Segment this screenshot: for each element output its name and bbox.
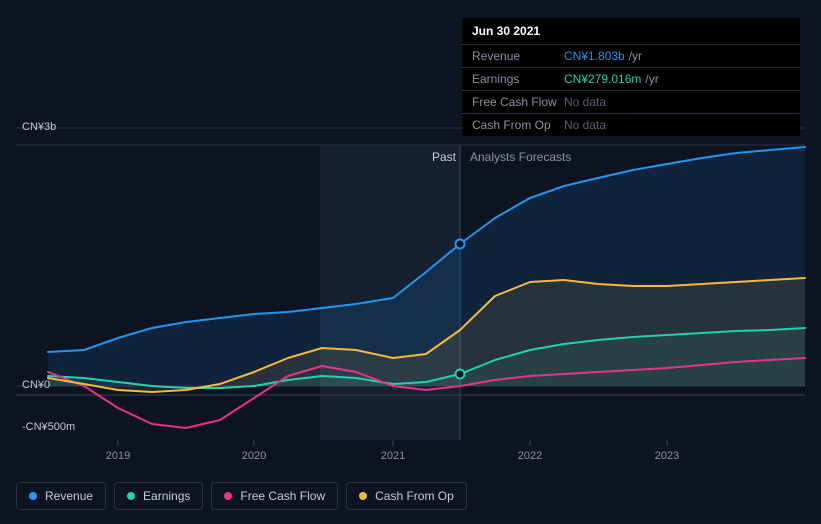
legend-item-earnings[interactable]: Earnings	[114, 482, 203, 510]
forecast-label: Analysts Forecasts	[470, 150, 571, 164]
legend-item-fcf[interactable]: Free Cash Flow	[211, 482, 338, 510]
tooltip-row-label: Free Cash Flow	[472, 95, 564, 109]
tooltip-date: Jun 30 2021	[462, 18, 800, 45]
x-axis-label: 2023	[655, 450, 679, 462]
tooltip-row-value: No data	[564, 95, 606, 109]
legend-dot-icon	[29, 492, 37, 500]
tooltip-row-unit: /yr	[645, 72, 658, 86]
x-axis-label: 2021	[381, 450, 405, 462]
legend-dot-icon	[224, 492, 232, 500]
tooltip-row-value: CN¥279.016m	[564, 72, 641, 86]
tooltip-row-label: Cash From Op	[472, 118, 564, 132]
legend-dot-icon	[359, 492, 367, 500]
tooltip-row-value: No data	[564, 118, 606, 132]
legend-dot-icon	[127, 492, 135, 500]
legend-label: Earnings	[143, 489, 190, 503]
legend-item-cfo[interactable]: Cash From Op	[346, 482, 467, 510]
tooltip-row-unit: /yr	[629, 49, 642, 63]
y-axis-label: CN¥0	[22, 379, 50, 391]
legend-item-revenue[interactable]: Revenue	[16, 482, 106, 510]
legend-label: Free Cash Flow	[240, 489, 325, 503]
x-axis-label: 2019	[106, 450, 130, 462]
chart-legend: Revenue Earnings Free Cash Flow Cash From O…	[16, 482, 467, 510]
x-axis-label: 2022	[518, 450, 542, 462]
tooltip-row-value: CN¥1.803b	[564, 49, 625, 63]
tooltip-row-label: Revenue	[472, 49, 564, 63]
y-axis-label: CN¥3b	[22, 121, 56, 133]
tooltip-row: EarningsCN¥279.016m/yr	[462, 68, 800, 91]
y-axis-label: -CN¥500m	[22, 421, 75, 433]
x-axis-label: 2020	[242, 450, 266, 462]
tooltip-row: Free Cash FlowNo data	[462, 91, 800, 114]
legend-label: Cash From Op	[375, 489, 454, 503]
data-tooltip: Jun 30 2021 RevenueCN¥1.803b/yrEarningsC…	[462, 18, 800, 136]
legend-label: Revenue	[45, 489, 93, 503]
tooltip-row: RevenueCN¥1.803b/yr	[462, 45, 800, 68]
tooltip-row-label: Earnings	[472, 72, 564, 86]
past-label: Past	[432, 150, 456, 164]
tooltip-row: Cash From OpNo data	[462, 114, 800, 136]
